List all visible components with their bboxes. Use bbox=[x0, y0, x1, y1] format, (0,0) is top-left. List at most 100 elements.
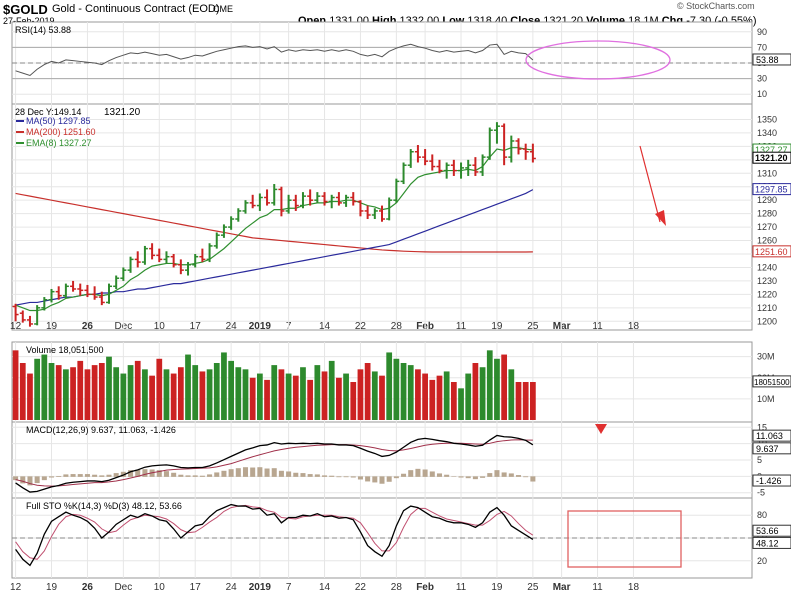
rsi-value-badge-text: 53.88 bbox=[756, 55, 779, 65]
price-bar bbox=[62, 283, 69, 299]
volume-bar bbox=[479, 367, 486, 420]
price-bar bbox=[220, 224, 227, 238]
volume-bar bbox=[77, 360, 84, 420]
stochastic-legend: Full STO %K(14,3) %D(3) 48.12, 53.66 bbox=[26, 501, 182, 511]
volume-bar bbox=[300, 367, 306, 420]
price-bar bbox=[163, 251, 170, 264]
macd-histogram-bar bbox=[178, 474, 184, 477]
price-bar bbox=[357, 200, 364, 217]
y-tick-label: 5 bbox=[757, 455, 762, 465]
price-bar bbox=[249, 194, 256, 209]
y-tick-label: 15 bbox=[757, 422, 767, 432]
exchange-label: CME bbox=[213, 4, 233, 14]
price-bar bbox=[458, 162, 465, 179]
price-bar bbox=[206, 243, 213, 263]
macd-histogram-bar bbox=[480, 476, 486, 478]
x-axis-label: 11 bbox=[592, 582, 603, 593]
volume-bar bbox=[486, 350, 493, 420]
price-bar bbox=[134, 251, 141, 268]
price-bar bbox=[328, 194, 335, 209]
rsi-line bbox=[15, 43, 534, 77]
close-value-badge-text: 1321.20 bbox=[755, 153, 788, 163]
x-axis-label: 18 bbox=[628, 582, 640, 593]
volume-value-badge bbox=[752, 375, 791, 388]
macd-histogram-bar bbox=[530, 476, 536, 482]
macd-histogram-bar bbox=[393, 476, 399, 479]
volume-bar bbox=[19, 363, 26, 420]
volume-bar bbox=[213, 363, 220, 420]
y-tick-label: 90 bbox=[757, 27, 767, 37]
macd-histogram-bar bbox=[135, 469, 141, 477]
volume-bar bbox=[501, 354, 508, 420]
x-axis-label: Mar bbox=[553, 582, 571, 593]
y-tick-label: -5 bbox=[757, 488, 765, 498]
price-bar bbox=[350, 192, 357, 206]
macd-histogram-bar bbox=[523, 476, 529, 478]
macd-value-badge-text: 9.637 bbox=[756, 444, 779, 454]
volume-bar bbox=[307, 379, 314, 420]
macd-value-badge bbox=[752, 442, 791, 455]
price-bar bbox=[493, 122, 500, 144]
volume-bar bbox=[343, 373, 349, 420]
macd-signal-line bbox=[15, 439, 533, 487]
volume-bar bbox=[192, 365, 199, 420]
volume-bar bbox=[292, 375, 299, 420]
y-tick-label: 70 bbox=[757, 42, 767, 52]
price-bar bbox=[213, 232, 220, 249]
price-bar bbox=[48, 288, 55, 303]
macd-histogram-bar bbox=[235, 468, 241, 477]
price-bar bbox=[271, 184, 278, 206]
x-axis-label: Dec bbox=[114, 582, 132, 593]
macd-histogram-bar bbox=[415, 468, 421, 477]
volume-bar bbox=[63, 369, 69, 420]
price-bar bbox=[149, 243, 156, 260]
x-axis-label: 24 bbox=[226, 582, 238, 593]
volume-bar bbox=[458, 388, 464, 420]
price-bar bbox=[508, 135, 515, 163]
y-tick-label: 20 bbox=[757, 556, 767, 566]
ma200-legend: MA(200) 1251.60 bbox=[26, 127, 96, 137]
macd-histogram-bar bbox=[322, 475, 328, 477]
macd-histogram-bar bbox=[465, 476, 471, 479]
macd-histogram-bar bbox=[372, 476, 378, 483]
volume-bar bbox=[142, 369, 148, 420]
price-bar bbox=[12, 303, 19, 322]
x-axis-label: 11 bbox=[456, 582, 467, 593]
annotation-arrow-shaft bbox=[639, 145, 661, 223]
macd-histogram-bar bbox=[401, 473, 407, 477]
y-tick-label: 1270 bbox=[757, 222, 777, 232]
price-bar bbox=[515, 138, 522, 155]
volume-bar bbox=[235, 367, 242, 420]
macd-histogram-bar bbox=[84, 474, 90, 477]
price-bar bbox=[19, 310, 26, 323]
x-axis-label: 10 bbox=[154, 582, 166, 593]
x-axis-label: 14 bbox=[319, 582, 331, 593]
volume-bar bbox=[429, 379, 436, 420]
volume-bar bbox=[41, 354, 48, 420]
macd-value-badge bbox=[752, 474, 791, 487]
volume-bar bbox=[357, 369, 364, 420]
macd-histogram-bar bbox=[343, 476, 349, 478]
macd-histogram-bar bbox=[293, 472, 299, 477]
x-axis-label: 26 bbox=[82, 582, 94, 593]
price-bar bbox=[242, 200, 249, 214]
macd-histogram-bar bbox=[436, 473, 442, 477]
price-last-legend: 1321.20 bbox=[104, 107, 141, 118]
volume-bar bbox=[407, 365, 414, 420]
price-bar bbox=[371, 208, 378, 220]
macd-histogram-bar bbox=[350, 476, 356, 478]
volume-bar bbox=[278, 369, 285, 420]
price-bar bbox=[177, 259, 184, 275]
volume-bar bbox=[522, 382, 529, 420]
macd-histogram-bar bbox=[264, 468, 270, 477]
volume-bar bbox=[106, 356, 112, 420]
macd-histogram-bar bbox=[70, 474, 76, 477]
volume-bar bbox=[34, 358, 41, 420]
volume-bar bbox=[285, 373, 292, 420]
x-axis-label: 19 bbox=[491, 582, 503, 593]
price-bar bbox=[429, 154, 436, 171]
x-axis-label: 2019 bbox=[249, 582, 272, 593]
volume-bar bbox=[472, 363, 479, 420]
macd-histogram-bar bbox=[408, 470, 414, 477]
stochastic-value-badge bbox=[752, 536, 791, 549]
